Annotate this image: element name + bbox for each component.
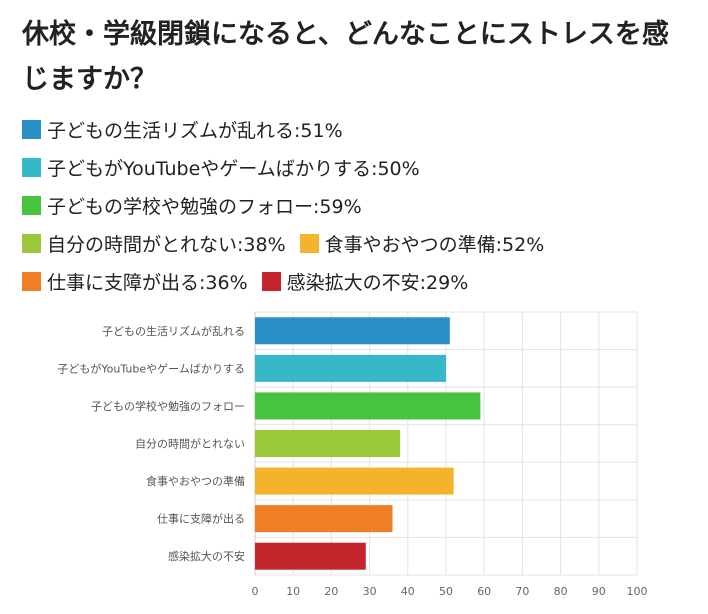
- legend-label: 子どもの生活リズムが乱れる:51%: [47, 119, 343, 142]
- x-tick-label: 80: [554, 585, 568, 598]
- legend-row: 子どもがYouTubeやゲームばかりする:50%: [22, 148, 692, 186]
- bars: [255, 317, 481, 570]
- bar: [255, 542, 366, 570]
- x-tick-label: 20: [324, 585, 338, 598]
- x-tick-label: 40: [401, 585, 415, 598]
- category-label: 子どもの生活リズムが乱れる: [102, 324, 245, 338]
- bar: [255, 317, 450, 345]
- legend-item: 食事やおやつの準備:52%: [299, 230, 545, 257]
- legend-row: 自分の時間がとれない:38% 食事やおやつの準備:52%: [22, 224, 692, 262]
- legend-item: 子どもの学校や勉強のフォロー:59%: [22, 192, 362, 219]
- x-tick-label: 0: [252, 585, 259, 598]
- x-axis-ticks: 0 10 20 30 40 50 60 70 80 90 100: [252, 585, 648, 598]
- chart-title: 休校・学級閉鎖になると、どんなことにストレスを感じますか？: [22, 19, 669, 95]
- bar: [255, 505, 393, 533]
- bar: [255, 392, 481, 420]
- category-label: 感染拡大の不安: [168, 549, 245, 563]
- legend: 子どもの生活リズムが乱れる:51% 子どもがYouTubeやゲームばかりする:5…: [22, 110, 692, 300]
- legend-swatch: [22, 271, 41, 291]
- legend-item: 感染拡大の不安:29%: [261, 268, 469, 295]
- legend-item: 自分の時間がとれない:38%: [22, 230, 286, 257]
- category-label: 子どもがYouTubeやゲームばかりする: [57, 361, 245, 375]
- legend-row: 子どもの生活リズムが乱れる:51%: [22, 110, 692, 148]
- bar-chart: 子どもの生活リズムが乱れる子どもがYouTubeやゲームばかりする子どもの学校や…: [57, 311, 648, 598]
- x-tick-label: 70: [515, 585, 529, 598]
- legend-swatch: [299, 233, 319, 253]
- category-label: 子どもの学校や勉強のフォロー: [91, 399, 245, 413]
- bar: [255, 467, 454, 495]
- legend-swatch: [22, 119, 41, 139]
- x-tick-label: 100: [627, 585, 648, 598]
- legend-label: 感染拡大の不安:29%: [286, 271, 469, 294]
- legend-swatch: [22, 157, 41, 177]
- category-label: 食事やおやつの準備: [146, 474, 245, 488]
- bar: [255, 430, 401, 457]
- x-tick-label: 10: [286, 585, 300, 598]
- legend-label: 自分の時間がとれない:38%: [47, 233, 286, 256]
- legend-item: 仕事に支障が出る:36%: [22, 268, 248, 295]
- legend-swatch: [22, 233, 41, 253]
- legend-label: 子どもの学校や勉強のフォロー:59%: [47, 195, 362, 218]
- bar: [255, 354, 446, 382]
- legend-swatch: [261, 271, 281, 291]
- legend-item: 子どもがYouTubeやゲームばかりする:50%: [22, 154, 420, 181]
- x-tick-label: 30: [363, 585, 377, 598]
- x-tick-label: 60: [477, 585, 491, 598]
- x-tick-label: 50: [439, 585, 453, 598]
- category-label: 仕事に支障が出る: [157, 512, 245, 526]
- category-labels: 子どもの生活リズムが乱れる子どもがYouTubeやゲームばかりする子どもの学校や…: [57, 324, 245, 563]
- legend-row: 子どもの学校や勉強のフォロー:59%: [22, 186, 692, 224]
- category-label: 自分の時間がとれない: [135, 437, 245, 451]
- legend-row: 仕事に支障が出る:36% 感染拡大の不安:29%: [22, 262, 692, 300]
- legend-label: 子どもがYouTubeやゲームばかりする:50%: [47, 157, 420, 180]
- legend-item: 子どもの生活リズムが乱れる:51%: [22, 116, 343, 143]
- legend-swatch: [22, 195, 41, 215]
- x-tick-label: 90: [592, 585, 606, 598]
- legend-label: 食事やおやつの準備:52%: [324, 233, 545, 256]
- legend-label: 仕事に支障が出る:36%: [47, 271, 248, 294]
